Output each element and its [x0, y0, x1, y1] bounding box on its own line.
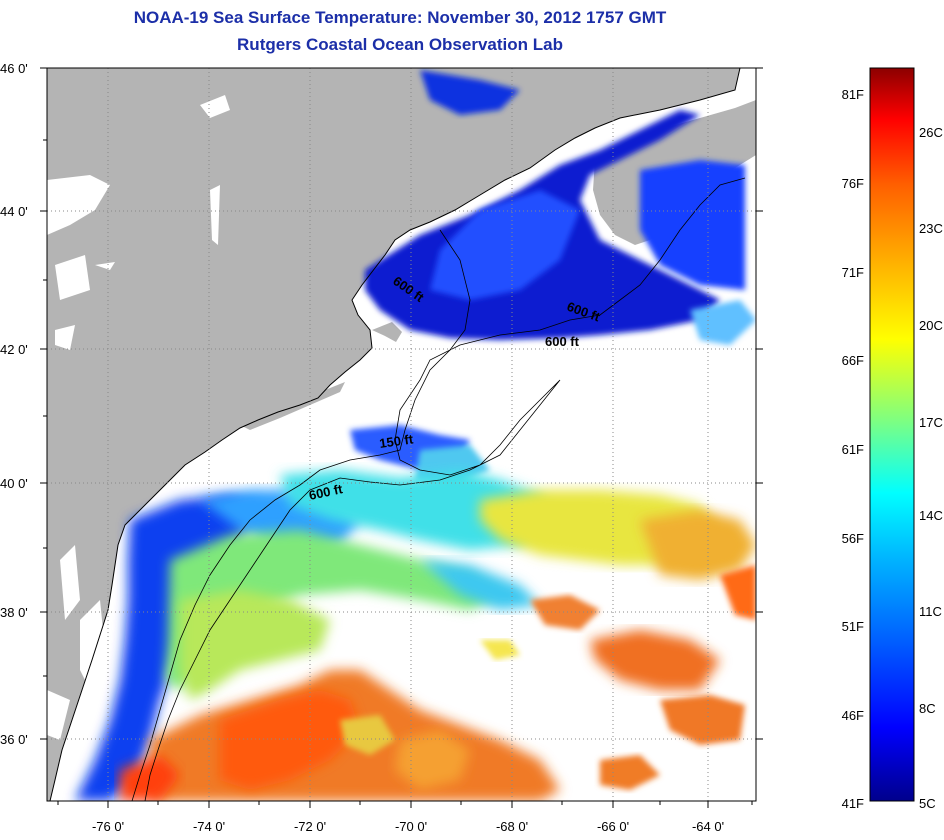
isobath-150ft: [131, 229, 471, 801]
lon-tick-label: -74 0': [193, 819, 225, 834]
colorbar-fahrenheit-labels: 81F 76F 71F 66F 61F 56F 51F 46F 41F: [842, 87, 864, 811]
colorbar-f-label: 76F: [842, 176, 864, 191]
lon-tick-labels: -76 0' -74 0' -72 0' -70 0' -68 0' -66 0…: [92, 819, 724, 834]
colorbar-f-label: 51F: [842, 619, 864, 634]
lat-tick-label: 42 0': [0, 342, 28, 357]
colorbar-c-label: 20C: [919, 318, 943, 333]
lon-tick-label: -64 0': [692, 819, 724, 834]
colorbar: [869, 67, 915, 802]
land-nodata-patches: [47, 95, 230, 740]
lon-tick-label: -68 0': [496, 819, 528, 834]
sst-overlay: [75, 70, 756, 801]
land-mainland: [47, 68, 740, 801]
colorbar-f-label: 71F: [842, 265, 864, 280]
colorbar-f-label: 56F: [842, 531, 864, 546]
colorbar-c-label: 11C: [919, 604, 942, 619]
lat-tick-label: 46 0': [0, 61, 28, 76]
colorbar-f-label: 61F: [842, 442, 864, 457]
lat-tick-label: 38 0': [0, 605, 28, 620]
land-long-island: [240, 382, 345, 430]
map-frame: [46, 67, 757, 802]
lat-tick-label: 36 0': [0, 732, 28, 747]
lon-tick-label: -66 0': [597, 819, 629, 834]
contour-label: 600 ft: [308, 481, 345, 503]
isobath-600ft: [144, 177, 746, 801]
land-cape-cod: [372, 322, 402, 342]
map-subtitle: Rutgers Coastal Ocean Observation Lab: [237, 35, 563, 54]
map-title: NOAA-19 Sea Surface Temperature: Novembe…: [133, 8, 667, 27]
contour-label: 150 ft: [378, 431, 414, 451]
axis-ticks: [40, 67, 763, 808]
colorbar-celsius-labels: 26C 23C 20C 17C 14C 11C 8C 5C: [919, 125, 943, 811]
colorbar-c-label: 14C: [919, 508, 943, 523]
contour-label: 600 ft: [545, 334, 580, 349]
colorbar-c-label: 5C: [919, 796, 936, 811]
colorbar-f-label: 81F: [842, 87, 864, 102]
colorbar-f-label: 46F: [842, 708, 864, 723]
lat-tick-labels: 46 0' 44 0' 42 0' 40 0' 38 0' 36 0': [0, 61, 28, 747]
lat-tick-label: 44 0': [0, 204, 28, 219]
coastline: [49, 68, 741, 801]
colorbar-c-label: 26C: [919, 125, 943, 140]
lon-tick-label: -76 0': [92, 819, 124, 834]
colorbar-c-label: 8C: [919, 701, 936, 716]
colorbar-f-label: 66F: [842, 353, 864, 368]
colorbar-c-label: 17C: [919, 415, 943, 430]
colorbar-f-label: 41F: [842, 796, 864, 811]
colorbar-c-label: 23C: [919, 221, 943, 236]
lon-tick-label: -70 0': [395, 819, 427, 834]
lon-tick-label: -72 0': [294, 819, 326, 834]
lat-tick-label: 40 0': [0, 476, 28, 491]
